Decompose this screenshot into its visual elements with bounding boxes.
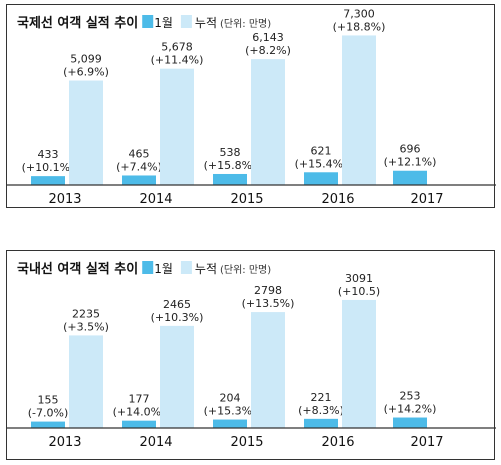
international-chart-svg: 국제선 여객 실적 추이 1월 누적 (단위: 만명) 433(+10.1%) 5,099… bbox=[7, 7, 496, 207]
dom-bar-monthly-2014 bbox=[122, 420, 156, 428]
intl-value-label-monthly-2017: 696 bbox=[400, 143, 421, 156]
intl-tick-label-2013: 2013 bbox=[48, 192, 81, 207]
intl-bar-monthly-2015 bbox=[213, 173, 247, 185]
intl-bar-monthly-2017 bbox=[393, 170, 427, 185]
intl-chart-title: 국제선 여객 실적 추이 bbox=[17, 15, 138, 31]
dom-bar-cumulative-2015 bbox=[251, 312, 285, 428]
intl-bar-cumulative-2014 bbox=[160, 68, 194, 185]
domestic-chart-svg: 국내선 여객 실적 추이 1월 누적 (단위: 만명)155(-7.0%)2235(+… bbox=[7, 261, 496, 450]
intl-value-label-cumulative-2015: 6,143 bbox=[252, 31, 284, 44]
dom-value-label-cumulative-2015: 2798 bbox=[254, 284, 282, 297]
dom-bar-cumulative-2016 bbox=[342, 299, 376, 428]
intl-bar-cumulative-2013 bbox=[69, 80, 103, 185]
domestic-passenger-chart: 국내선 여객 실적 추이 1월 누적 (단위: 만명) 155 (-7.0%) 2235 (+… bbox=[6, 250, 496, 460]
dom-value-label-monthly-2016: 221 bbox=[311, 391, 332, 404]
dom-change-label-monthly-2013: (-7.0%) bbox=[28, 407, 69, 420]
intl-value-label-cumulative-2016: 7,300 bbox=[343, 7, 375, 20]
dom-value-label-monthly-2014: 177 bbox=[129, 393, 150, 406]
intl-tick-label-2015: 2015 bbox=[230, 192, 263, 207]
dom-chart-title: 국내선 여객 실적 추이 bbox=[17, 261, 138, 277]
intl-unit-note: (단위: 만명) bbox=[220, 17, 271, 30]
dom-unit-note: (단위: 만명) bbox=[220, 263, 271, 276]
dom-value-label-cumulative-2014: 2465 bbox=[163, 298, 191, 311]
dom-change-label-monthly-2017: (+14.2%) bbox=[384, 403, 437, 416]
intl-change-label-monthly-2016: (+15.4%) bbox=[295, 157, 348, 170]
dom-value-label-cumulative-2013: 2235 bbox=[72, 307, 100, 320]
dom-change-label-cumulative-2015: (+13.5%) bbox=[242, 297, 295, 310]
dom-legend-monthly: 1월 bbox=[154, 262, 173, 276]
dom-tick-label-2016: 2016 bbox=[321, 435, 354, 450]
dom-change-label-cumulative-2013: (+3.5%) bbox=[63, 320, 109, 333]
dom-change-label-monthly-2016: (+8.3%) bbox=[298, 404, 344, 417]
intl-legend-monthly: 1월 bbox=[154, 16, 173, 30]
dom-value-label-monthly-2013: 155 bbox=[38, 394, 59, 407]
dom-bar-cumulative-2013 bbox=[69, 335, 103, 428]
dom-bar-monthly-2017 bbox=[393, 417, 427, 428]
dom-change-label-monthly-2014: (+14.0%) bbox=[113, 406, 166, 419]
dom-value-label-cumulative-2016: 3091 bbox=[345, 272, 373, 285]
dom-tick-label-2015: 2015 bbox=[230, 435, 263, 450]
dom-bar-monthly-2016 bbox=[304, 418, 338, 428]
dom-tick-label-2013: 2013 bbox=[48, 435, 81, 450]
intl-change-label-cumulative-2015: (+8.2%) bbox=[245, 44, 291, 57]
dom-value-label-monthly-2015: 204 bbox=[220, 392, 241, 405]
intl-bar-monthly-2016 bbox=[304, 172, 338, 185]
intl-value-label-monthly-2014: 465 bbox=[129, 147, 150, 160]
intl-change-label-cumulative-2013: (+6.9%) bbox=[63, 66, 109, 79]
dom-change-label-cumulative-2016: (+10.5) bbox=[338, 285, 380, 298]
dom-change-label-cumulative-2014: (+10.3%) bbox=[151, 311, 204, 324]
intl-change-label-monthly-2015: (+15.8%) bbox=[204, 159, 257, 172]
intl-change-label-monthly-2013: (+10.1%) bbox=[22, 161, 75, 174]
dom-bar-monthly-2013 bbox=[31, 421, 65, 428]
intl-bar-cumulative-2016 bbox=[342, 35, 376, 185]
dom-bar-cumulative-2014 bbox=[160, 325, 194, 428]
intl-legend-swatch-monthly bbox=[142, 15, 154, 28]
intl-legend-swatch-cumulative bbox=[180, 15, 192, 28]
intl-tick-label-2017: 2017 bbox=[410, 192, 443, 207]
dom-legend-swatch-cumulative bbox=[180, 261, 192, 274]
intl-bar-monthly-2013 bbox=[31, 176, 65, 185]
intl-value-label-cumulative-2014: 5,678 bbox=[161, 41, 193, 54]
intl-legend-cumulative: 누적 bbox=[195, 16, 217, 30]
dom-value-label-monthly-2017: 253 bbox=[400, 390, 421, 403]
intl-value-label-monthly-2013: 433 bbox=[38, 148, 59, 161]
dom-tick-label-2014: 2014 bbox=[139, 435, 172, 450]
intl-value-label-monthly-2016: 621 bbox=[311, 144, 332, 157]
intl-tick-label-2014: 2014 bbox=[139, 192, 172, 207]
intl-change-label-cumulative-2014: (+11.4%) bbox=[151, 54, 204, 67]
dom-bar-monthly-2015 bbox=[213, 419, 247, 428]
dom-legend-cumulative: 누적 bbox=[195, 262, 217, 276]
international-passenger-chart: 국제선 여객 실적 추이 1월 누적 (단위: 만명) 433 (+10.1%) 5,099… bbox=[6, 4, 496, 208]
intl-value-label-cumulative-2013: 5,099 bbox=[70, 53, 102, 66]
intl-change-label-cumulative-2016: (+18.8%) bbox=[333, 20, 386, 33]
dom-change-label-monthly-2015: (+15.3%) bbox=[204, 405, 257, 418]
intl-value-label-monthly-2015: 538 bbox=[220, 146, 241, 159]
intl-bar-cumulative-2015 bbox=[251, 59, 285, 185]
dom-legend-swatch-monthly bbox=[142, 261, 154, 274]
intl-tick-label-2016: 2016 bbox=[321, 192, 354, 207]
intl-bar-monthly-2014 bbox=[122, 175, 156, 185]
intl-change-label-monthly-2014: (+7.4%) bbox=[116, 160, 162, 173]
intl-change-label-monthly-2017: (+12.1%) bbox=[384, 156, 437, 169]
dom-tick-label-2017: 2017 bbox=[410, 435, 443, 450]
